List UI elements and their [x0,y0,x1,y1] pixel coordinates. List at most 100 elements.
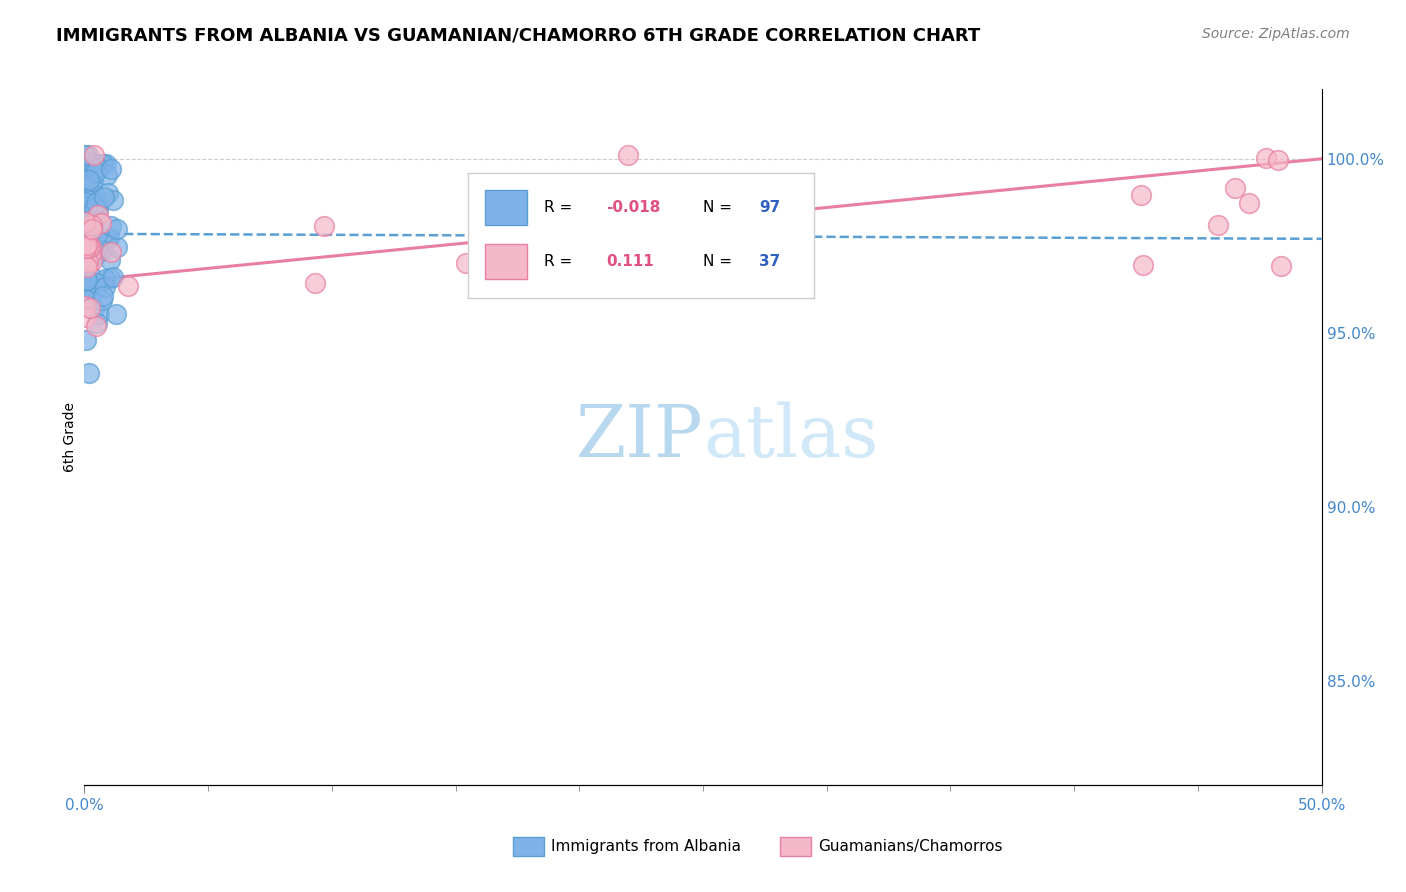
Point [312,219,335,233]
Point [91,157,114,171]
Point [98,231,121,245]
Point [80,241,103,255]
Point [76,244,98,259]
Point [773,186,796,201]
Point [73,245,96,260]
Point [100,245,122,260]
Point [76,156,98,170]
Point [80,240,103,254]
Text: Source: ZipAtlas.com: Source: ZipAtlas.com [1202,27,1350,41]
Point [86,165,108,179]
Point [79,219,101,233]
Point [76,260,98,274]
Point [79,228,101,243]
Point [75,279,97,293]
Point [1267,153,1289,167]
Point [73,194,96,209]
Point [96,168,118,182]
Point [80,154,103,169]
Point [76,243,98,257]
Point [76,246,98,260]
Point [75,248,97,262]
Point [80,269,103,284]
Point [75,246,97,260]
Point [80,221,103,235]
Point [77,244,100,258]
Point [90,157,112,171]
Point [80,204,103,219]
Point [101,270,124,285]
Point [86,277,108,291]
Point [75,333,97,347]
Point [1270,259,1292,273]
Point [83,302,105,317]
Point [75,273,97,287]
Point [79,227,101,242]
Point [75,226,97,240]
Point [1254,151,1277,165]
Point [73,148,96,162]
Point [86,316,108,330]
Point [86,200,108,214]
Point [84,318,107,333]
Point [117,279,139,293]
Point [89,307,111,321]
Point [75,261,97,276]
Point [75,167,97,181]
Point [96,157,118,171]
Point [75,223,97,237]
Point [105,307,128,321]
Text: IMMIGRANTS FROM ALBANIA VS GUAMANIAN/CHAMORRO 6TH GRADE CORRELATION CHART: IMMIGRANTS FROM ALBANIA VS GUAMANIAN/CHA… [56,27,980,45]
Point [73,238,96,252]
Point [75,214,97,228]
Point [83,189,105,203]
Point [75,199,97,213]
Point [76,192,98,206]
Point [105,222,128,236]
Point [73,255,96,269]
Point [101,193,124,207]
Point [76,182,98,196]
Point [75,299,97,313]
Point [83,148,105,162]
Point [73,215,96,229]
Point [75,211,97,225]
Text: Guamanians/Chamorros: Guamanians/Chamorros [818,839,1002,854]
Point [91,288,114,302]
Point [73,252,96,267]
Point [79,301,101,315]
Point [76,194,98,208]
Point [1239,196,1261,211]
Point [79,240,101,254]
Text: Immigrants from Albania: Immigrants from Albania [551,839,741,854]
Point [547,240,569,254]
Point [76,284,98,298]
Point [93,189,115,203]
Point [75,238,97,252]
Point [86,228,108,243]
Point [77,250,100,264]
Point [76,272,98,286]
Point [456,256,478,270]
Point [86,161,108,175]
Point [617,148,640,162]
Point [76,248,98,262]
Point [82,174,104,188]
Point [97,186,120,200]
Point [73,202,96,216]
Point [75,287,97,301]
Y-axis label: 6th Grade: 6th Grade [63,402,77,472]
Point [90,216,112,230]
Point [1130,188,1153,202]
Point [76,257,98,271]
Point [482,279,505,293]
Point [73,273,96,287]
Point [75,310,97,324]
Point [77,366,100,380]
Point [91,243,114,257]
Point [73,235,96,250]
Point [77,148,100,162]
Point [84,157,107,171]
Point [76,161,98,175]
Point [100,161,122,176]
